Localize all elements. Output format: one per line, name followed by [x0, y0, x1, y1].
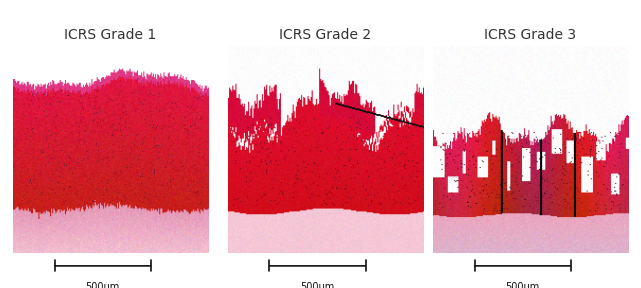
Text: 500μm: 500μm: [301, 283, 335, 288]
Text: 500μm: 500μm: [86, 283, 120, 288]
Title: ICRS Grade 3: ICRS Grade 3: [485, 28, 576, 42]
Title: ICRS Grade 1: ICRS Grade 1: [65, 28, 156, 42]
Text: 500μm: 500μm: [506, 283, 540, 288]
Title: ICRS Grade 2: ICRS Grade 2: [279, 28, 371, 42]
